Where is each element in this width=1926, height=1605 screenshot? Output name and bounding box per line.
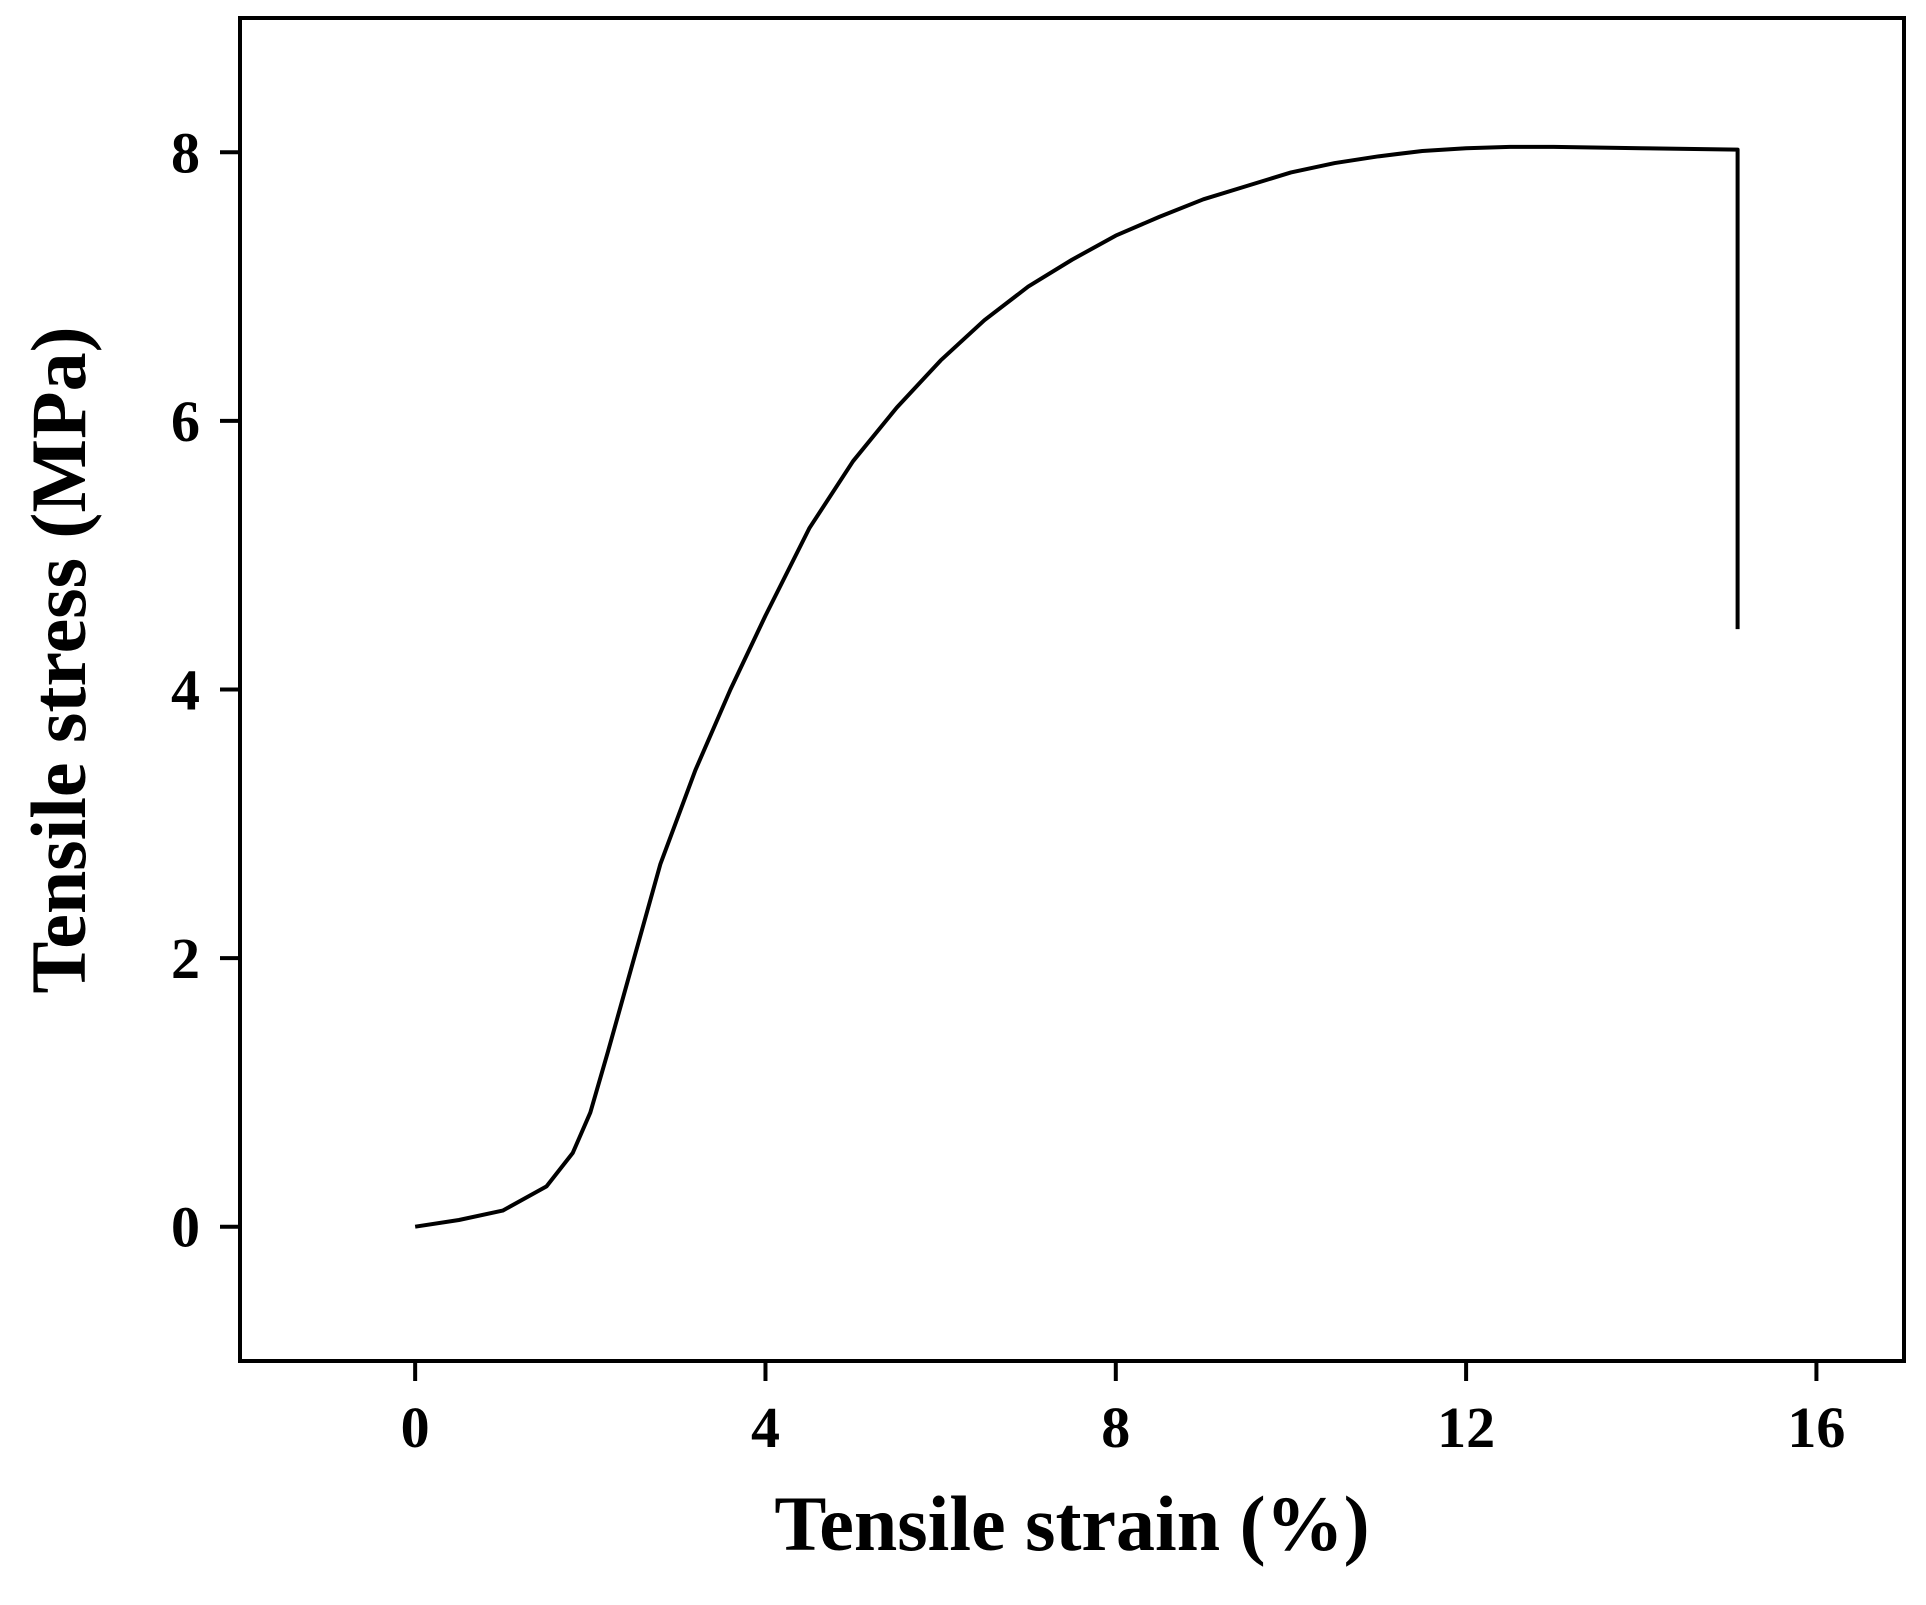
y-tick-label: 2 bbox=[171, 926, 200, 991]
data-line bbox=[414, 144, 1740, 1229]
y-tick-label: 6 bbox=[171, 389, 200, 454]
y-tick-label: 8 bbox=[171, 120, 200, 185]
y-tick-label: 0 bbox=[171, 1195, 200, 1260]
plot-frame bbox=[238, 16, 1906, 1363]
x-tick-label: 16 bbox=[1787, 1395, 1845, 1460]
x-tick-label: 8 bbox=[1101, 1395, 1130, 1460]
x-tick-label: 12 bbox=[1437, 1395, 1495, 1460]
x-axis-title: Tensile strain (%) bbox=[774, 1480, 1369, 1567]
y-tick-label: 4 bbox=[171, 658, 200, 723]
y-axis-title: Tensile stress (MPa) bbox=[15, 326, 102, 993]
x-tick-label: 0 bbox=[401, 1395, 430, 1460]
x-tick-label: 4 bbox=[751, 1395, 780, 1460]
